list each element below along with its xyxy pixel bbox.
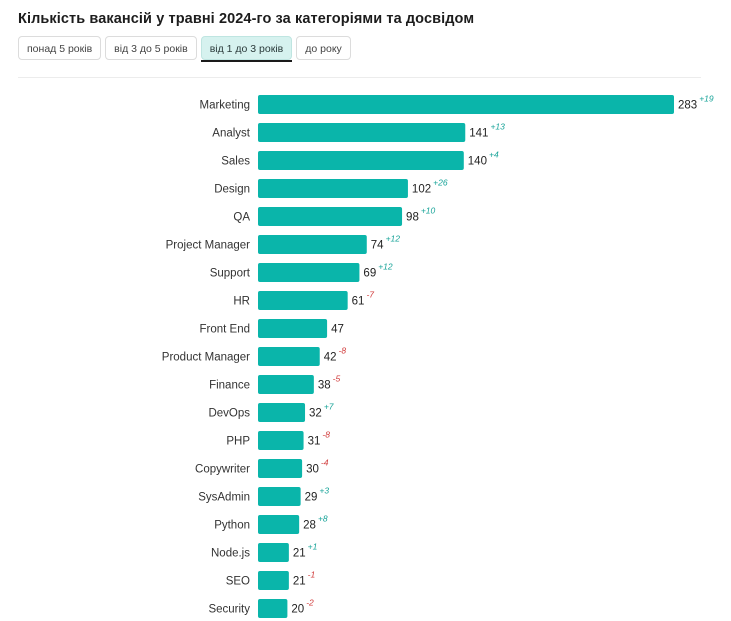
- category-label: Project Manager: [166, 240, 251, 252]
- delta-label: -7: [366, 290, 374, 300]
- category-label: PHP: [226, 436, 250, 448]
- bar: [258, 291, 348, 310]
- category-label: Security: [208, 604, 250, 616]
- delta-label: +1: [308, 542, 318, 552]
- bar: [258, 375, 314, 394]
- delta-label: -2: [306, 598, 314, 608]
- delta-label: -1: [308, 570, 316, 580]
- delta-label: +3: [319, 486, 329, 496]
- value-label: 21: [293, 576, 306, 588]
- value-label: 32: [309, 408, 322, 420]
- delta-label: +8: [318, 514, 328, 524]
- category-label: Product Manager: [162, 352, 250, 364]
- value-label: 29: [305, 492, 318, 504]
- bar: [258, 543, 289, 562]
- category-label: Sales: [221, 156, 250, 168]
- tab-under-1-year[interactable]: до року: [296, 36, 351, 60]
- delta-label: +7: [324, 402, 334, 412]
- bar: [258, 263, 360, 282]
- bar: [258, 487, 301, 506]
- value-label: 28: [303, 520, 316, 532]
- value-label: 21: [293, 548, 306, 560]
- experience-tabs: понад 5 років від 3 до 5 років від 1 до …: [18, 36, 351, 62]
- value-label: 141: [469, 128, 488, 140]
- category-label: Copywriter: [195, 464, 250, 476]
- delta-label: +12: [378, 262, 393, 272]
- delta-label: +26: [433, 178, 448, 188]
- category-label: Analyst: [212, 128, 251, 140]
- bar: [258, 571, 289, 590]
- category-label: SEO: [226, 576, 250, 588]
- value-label: 102: [412, 184, 431, 196]
- category-label: QA: [233, 212, 250, 224]
- value-label: 42: [324, 352, 337, 364]
- category-label: Support: [210, 268, 251, 280]
- value-label: 47: [331, 324, 344, 336]
- category-label: HR: [233, 296, 250, 308]
- bar: [258, 151, 464, 170]
- value-label: 31: [308, 436, 321, 448]
- delta-label: -5: [333, 374, 341, 384]
- delta-label: -8: [339, 346, 347, 356]
- value-label: 38: [318, 380, 331, 392]
- bar: [258, 123, 466, 142]
- bar: [258, 207, 403, 226]
- value-label: 30: [306, 464, 319, 476]
- bar: [258, 319, 328, 338]
- bar: [258, 599, 288, 618]
- bar: [258, 235, 367, 254]
- category-label: Node.js: [211, 548, 250, 560]
- category-label: DevOps: [208, 408, 250, 420]
- value-label: 74: [371, 240, 384, 252]
- delta-label: -4: [321, 458, 329, 468]
- bar: [258, 95, 674, 114]
- chart-title: Кількість вакансій у травні 2024-го за к…: [18, 11, 475, 27]
- category-label: Marketing: [200, 100, 251, 112]
- value-label: 283: [678, 100, 697, 112]
- value-label: 69: [363, 268, 376, 280]
- value-label: 140: [468, 156, 487, 168]
- tab-1-to-3-years[interactable]: від 1 до 3 років: [200, 36, 293, 62]
- tab-3-to-5-years[interactable]: від 3 до 5 років: [105, 36, 197, 60]
- delta-label: +13: [490, 122, 505, 132]
- value-label: 20: [291, 604, 304, 616]
- category-label: Python: [214, 520, 250, 532]
- value-label: 61: [352, 296, 365, 308]
- tab-over-5-years[interactable]: понад 5 років: [18, 36, 102, 60]
- category-label: Front End: [200, 324, 251, 336]
- divider: [18, 77, 701, 78]
- delta-label: +19: [699, 94, 714, 104]
- bar: [258, 403, 306, 422]
- category-label: Finance: [209, 380, 250, 392]
- category-label: SysAdmin: [198, 492, 250, 504]
- delta-label: +12: [386, 234, 401, 244]
- bar: [258, 459, 303, 478]
- bar: [258, 347, 320, 366]
- delta-label: -8: [322, 430, 330, 440]
- category-label: Design: [214, 184, 250, 196]
- delta-label: +4: [489, 150, 499, 160]
- bar: [258, 515, 300, 534]
- delta-label: +10: [421, 206, 436, 216]
- bar: [258, 431, 304, 450]
- value-label: 98: [406, 212, 419, 224]
- bar: [258, 179, 408, 198]
